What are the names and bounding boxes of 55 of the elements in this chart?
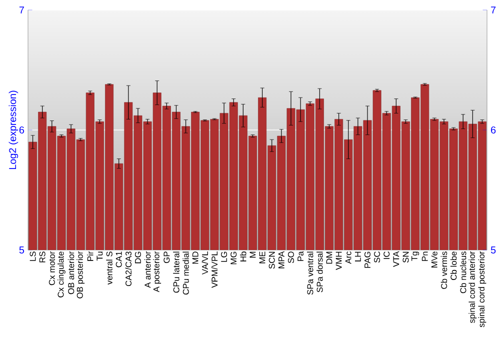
x-tick-label: Cb vermis [440, 252, 448, 289]
y-tick-label: 5 [19, 246, 24, 254]
x-tick-label: LG [221, 252, 228, 262]
y2-tick-label: 6 [491, 126, 496, 134]
x-tick-label: Cx cingulate [58, 252, 66, 298]
x-tick-label: Pa [298, 251, 304, 261]
x-tick-label: LS [30, 252, 36, 261]
x-tick-label: ME [259, 252, 266, 264]
x-tick-label: RS [39, 252, 46, 262]
x-tick-label: CA2/CA3 [125, 252, 132, 286]
x-tick-label: Cx motor [48, 251, 55, 286]
x-tick-label: CPu lateral [173, 252, 180, 293]
x-tick-label: Tu [96, 252, 103, 261]
x-tick-label: ventral S [106, 252, 112, 285]
x-tick-label: Arc [345, 251, 352, 264]
x-tick-label: MVe [431, 252, 438, 268]
y-tick-label: 6 [19, 126, 24, 134]
x-tick-label: MPA [278, 251, 284, 268]
y2-tick-label: 7 [491, 6, 496, 14]
x-tick-label: Pir [87, 251, 94, 261]
x-tick-label: Pn [422, 252, 428, 261]
y-tick-label: 7 [19, 6, 24, 14]
x-tick-label: Hb [240, 252, 246, 262]
x-tick-label: VTA [393, 251, 400, 268]
y-axis-title: Log2 (expression) [8, 90, 18, 170]
x-tick-label: VPM/VPL [211, 251, 218, 288]
x-tick-label: CA1 [116, 252, 122, 268]
x-tick-label: A posterior [153, 251, 162, 292]
x-tick-label: M [250, 252, 256, 258]
x-tick-label: VA/VL [202, 251, 208, 275]
x-tick-label: OB anterior [68, 251, 74, 294]
x-tick-label: PAG [364, 252, 370, 268]
x-tick-label: DG [134, 252, 141, 264]
x-tick-label: MD [192, 252, 198, 264]
x-tick-label: SN [402, 252, 409, 263]
x-tick-label: VMH [336, 252, 342, 270]
x-tick-label: OB posterior [76, 251, 85, 298]
x-tick-label: spinal cord posterior [478, 251, 486, 328]
x-tick-label: Cb lobe [450, 252, 457, 280]
x-tick-label: Tg [411, 252, 420, 261]
x-tick-label: CPu medial [182, 252, 189, 295]
x-tick-label: IC [384, 252, 390, 259]
x-tick-label: GP [164, 252, 170, 264]
x-tick-label: SPa dorsal [316, 252, 323, 292]
x-tick-label: DM [326, 252, 332, 264]
x-tick-label: SO [288, 252, 294, 264]
x-tick-label: Cb nucleus [460, 252, 466, 294]
x-tick-label: SPa ventral [306, 252, 314, 295]
x-tick-label: SC [374, 252, 380, 263]
x-tick-label: MG [230, 252, 237, 264]
x-tick-label: LH [354, 252, 361, 262]
x-tick-label: SCN [268, 252, 275, 269]
x-tick-label: A anterior [144, 251, 151, 288]
y2-tick-label: 5 [490, 246, 496, 254]
x-tick-label: spinal cord anterior [468, 251, 477, 323]
